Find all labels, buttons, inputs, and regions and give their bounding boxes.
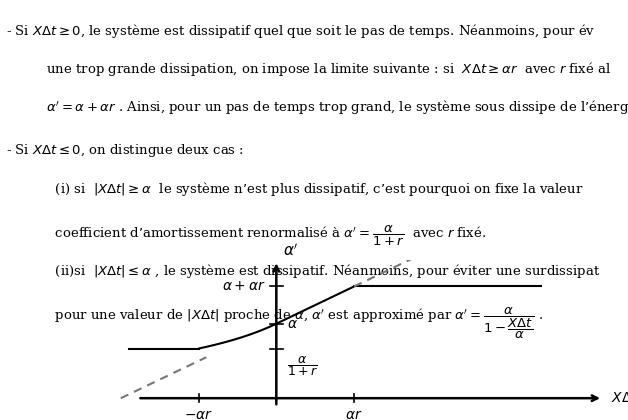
Text: $\alpha'= \alpha + \alpha r$ . Ainsi, pour un pas de temps trop grand, le systèm: $\alpha'= \alpha + \alpha r$ . Ainsi, po… xyxy=(38,98,628,116)
Text: $-\alpha r$: $-\alpha r$ xyxy=(184,408,213,420)
Text: (i) si  $|X\Delta t| \geq \alpha$  le système n’est plus dissipatif, c’est pourq: (i) si $|X\Delta t| \geq \alpha$ le syst… xyxy=(38,180,583,198)
Text: $X\Delta t$: $X\Delta t$ xyxy=(610,391,628,405)
Text: pour une valeur de $|X\Delta t|$ proche de $\alpha$, $\alpha'$ est approximé par: pour une valeur de $|X\Delta t|$ proche … xyxy=(38,306,543,341)
Text: $\alpha r$: $\alpha r$ xyxy=(345,408,363,420)
Text: - Si $X\Delta t \geq 0$, le système est dissipatif quel que soit le pas de temps: - Si $X\Delta t \geq 0$, le système est … xyxy=(6,22,596,40)
Text: $\alpha'$: $\alpha'$ xyxy=(283,242,298,259)
Text: - Si $X\Delta t \leq 0$, on distingue deux cas :: - Si $X\Delta t \leq 0$, on distingue de… xyxy=(6,142,244,159)
Text: coefficient d’amortissement renormalisé à $\alpha'= \dfrac{\alpha}{1+r}$  avec $: coefficient d’amortissement renormalisé … xyxy=(38,224,486,248)
Text: (ii)si  $|X\Delta t| \leq \alpha$ , le système est dissipatif. Néanmoins, pour é: (ii)si $|X\Delta t| \leq \alpha$ , le sy… xyxy=(38,262,600,280)
Text: une trop grande dissipation, on impose la limite suivante : si  $X\Delta t \geq : une trop grande dissipation, on impose l… xyxy=(38,60,611,78)
Text: $\alpha + \alpha r$: $\alpha + \alpha r$ xyxy=(222,279,266,294)
Text: $\dfrac{\alpha}{1+r}$: $\dfrac{\alpha}{1+r}$ xyxy=(287,354,318,378)
Text: $\alpha$: $\alpha$ xyxy=(287,317,298,331)
